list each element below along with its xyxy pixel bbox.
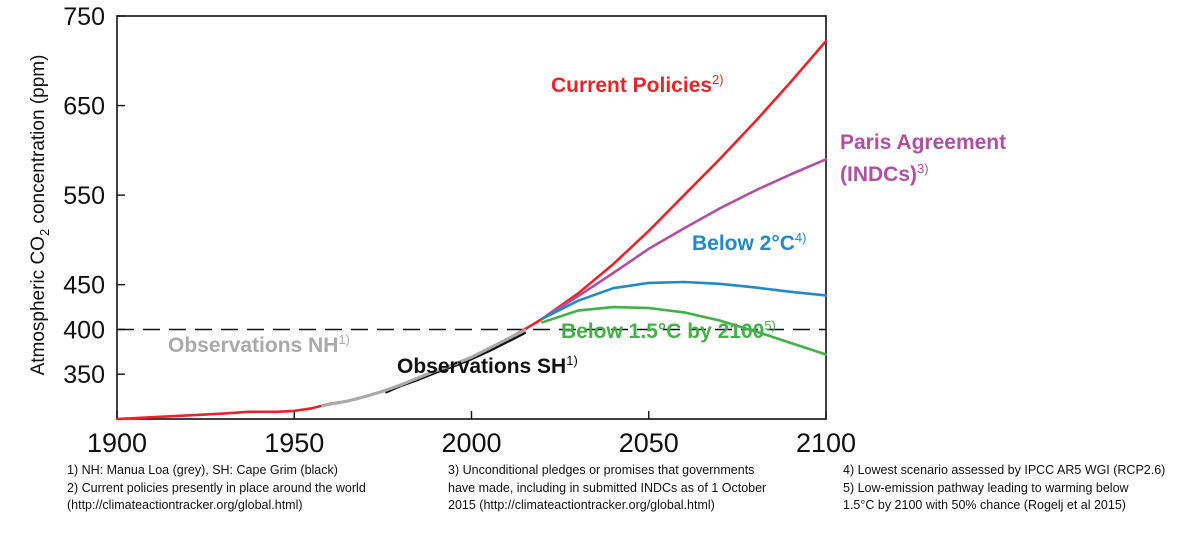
y-tick-label: 350 — [63, 361, 105, 389]
series-label-5: Observations SH1) — [397, 353, 578, 378]
series-labels: Current Policies2) Paris Agreement (INDCs)… — [168, 72, 1006, 378]
series-label-3: Below 1.5°C by 21005) — [561, 318, 776, 343]
x-tick-label: 2000 — [441, 428, 501, 458]
y-tick-label: 650 — [63, 93, 105, 121]
series-line-2 — [541, 280, 828, 321]
series-label-4: Observations NH1) — [168, 332, 350, 357]
footnote-col-2: 3) Unconditional pledges or promises tha… — [448, 463, 767, 512]
x-tick-label: 1900 — [87, 428, 147, 458]
y-tick-label: 450 — [63, 272, 105, 300]
series-line-1 — [541, 158, 828, 321]
series-label-1: Paris Agreement — [840, 131, 1006, 154]
series-lines — [115, 39, 828, 421]
axes: 1900 1950 2000 2050 2100 350 400 450 550 650 750 — [63, 3, 856, 458]
series-label-2: Below 2°C4) — [692, 230, 806, 255]
series-label-0: Current Policies2) — [551, 72, 724, 97]
y-tick-label: 750 — [63, 3, 105, 31]
series-line-3 — [541, 305, 828, 356]
x-tick-label: 1950 — [264, 428, 324, 458]
footnote-col-3: 4) Lowest scenario assessed by IPCC AR5 … — [843, 463, 1166, 512]
y-tick-label: 550 — [63, 182, 105, 210]
x-tick-label: 2050 — [619, 428, 679, 458]
x-tick-label: 2100 — [796, 428, 856, 458]
co2-chart: 1900 1950 2000 2050 2100 350 400 450 550 650 750 C… — [28, 3, 1006, 458]
footnote-col-1: 1) NH: Manua Loa (grey), SH: Cape Grim (… — [67, 463, 366, 512]
y-axis-label: Atmospheric CO2 concentration (ppm) — [28, 55, 52, 376]
series-line-4 — [321, 328, 527, 408]
series-label-1: (INDCs)3) — [840, 161, 929, 186]
y-tick-label: 400 — [63, 316, 105, 344]
